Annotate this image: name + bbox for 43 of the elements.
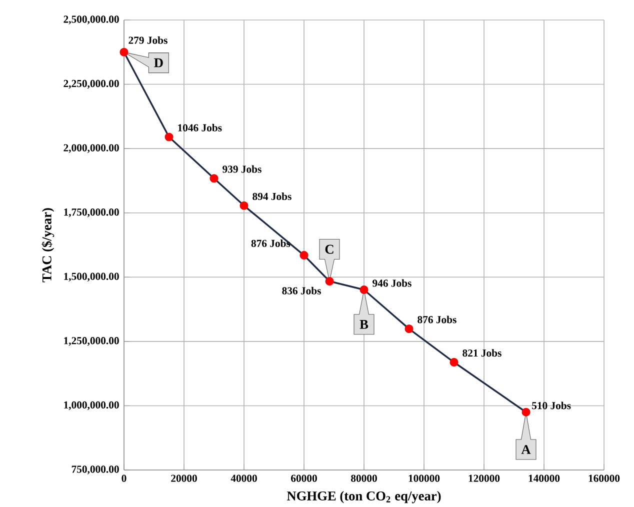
point [164,132,174,142]
x-tick-label: 0 [122,474,126,482]
point [325,276,334,286]
x-tick-label: 120000 [468,474,500,482]
annotation: C [325,244,334,254]
x-tick-label: 140000 [528,474,560,482]
annotation: 876 Jobs [418,316,456,324]
y-axis-title: TAC ($/year) [42,208,54,282]
y-tick-label: 1,000,000.00 [64,401,119,410]
point [240,201,248,210]
annotation: 1046 Jobs [178,124,222,132]
annotation: 876 Jobs [251,240,290,248]
x-tick-label: 100000 [408,474,440,482]
y-tick-label: 2,250,000.00 [64,80,119,89]
point [300,251,308,260]
annotation: 939 Jobs [222,165,262,173]
y-tick-label: 750,000.00 [72,466,119,474]
point [522,408,530,416]
point [404,324,414,334]
annotation: 821 Jobs [462,349,502,357]
y-tick-label: 1,500,000.00 [64,272,119,282]
annotation: 946 Jobs [372,279,412,287]
x-tick-label: 80000 [351,474,377,482]
y-tick-label: 1,750,000.00 [64,208,119,218]
point [120,48,128,56]
x-tick-label: 40000 [230,474,257,482]
annotation: D [154,58,163,68]
x-axis-title: NGHGE (ton CO$_{2}$ eq/year) [286,491,441,504]
annotation: 836 Jobs [282,286,321,294]
y-tick-label: 2,000,000.00 [64,144,119,153]
annotation: 510 Jobs [532,402,571,410]
annotation: A [521,445,531,454]
annotation: 279 Jobs [128,36,168,44]
point [210,174,218,183]
point [450,358,458,367]
x-tick-label: 160000 [588,474,620,482]
annotation: 894 Jobs [252,192,292,200]
y-tick-label: 1,250,000.00 [64,337,119,346]
x-tick-label: 60000 [291,474,317,482]
x-tick-label: 20000 [171,474,197,482]
point [360,285,368,294]
y-tick-label: 2,500,000.00 [64,16,119,24]
annotation: B [360,320,368,329]
